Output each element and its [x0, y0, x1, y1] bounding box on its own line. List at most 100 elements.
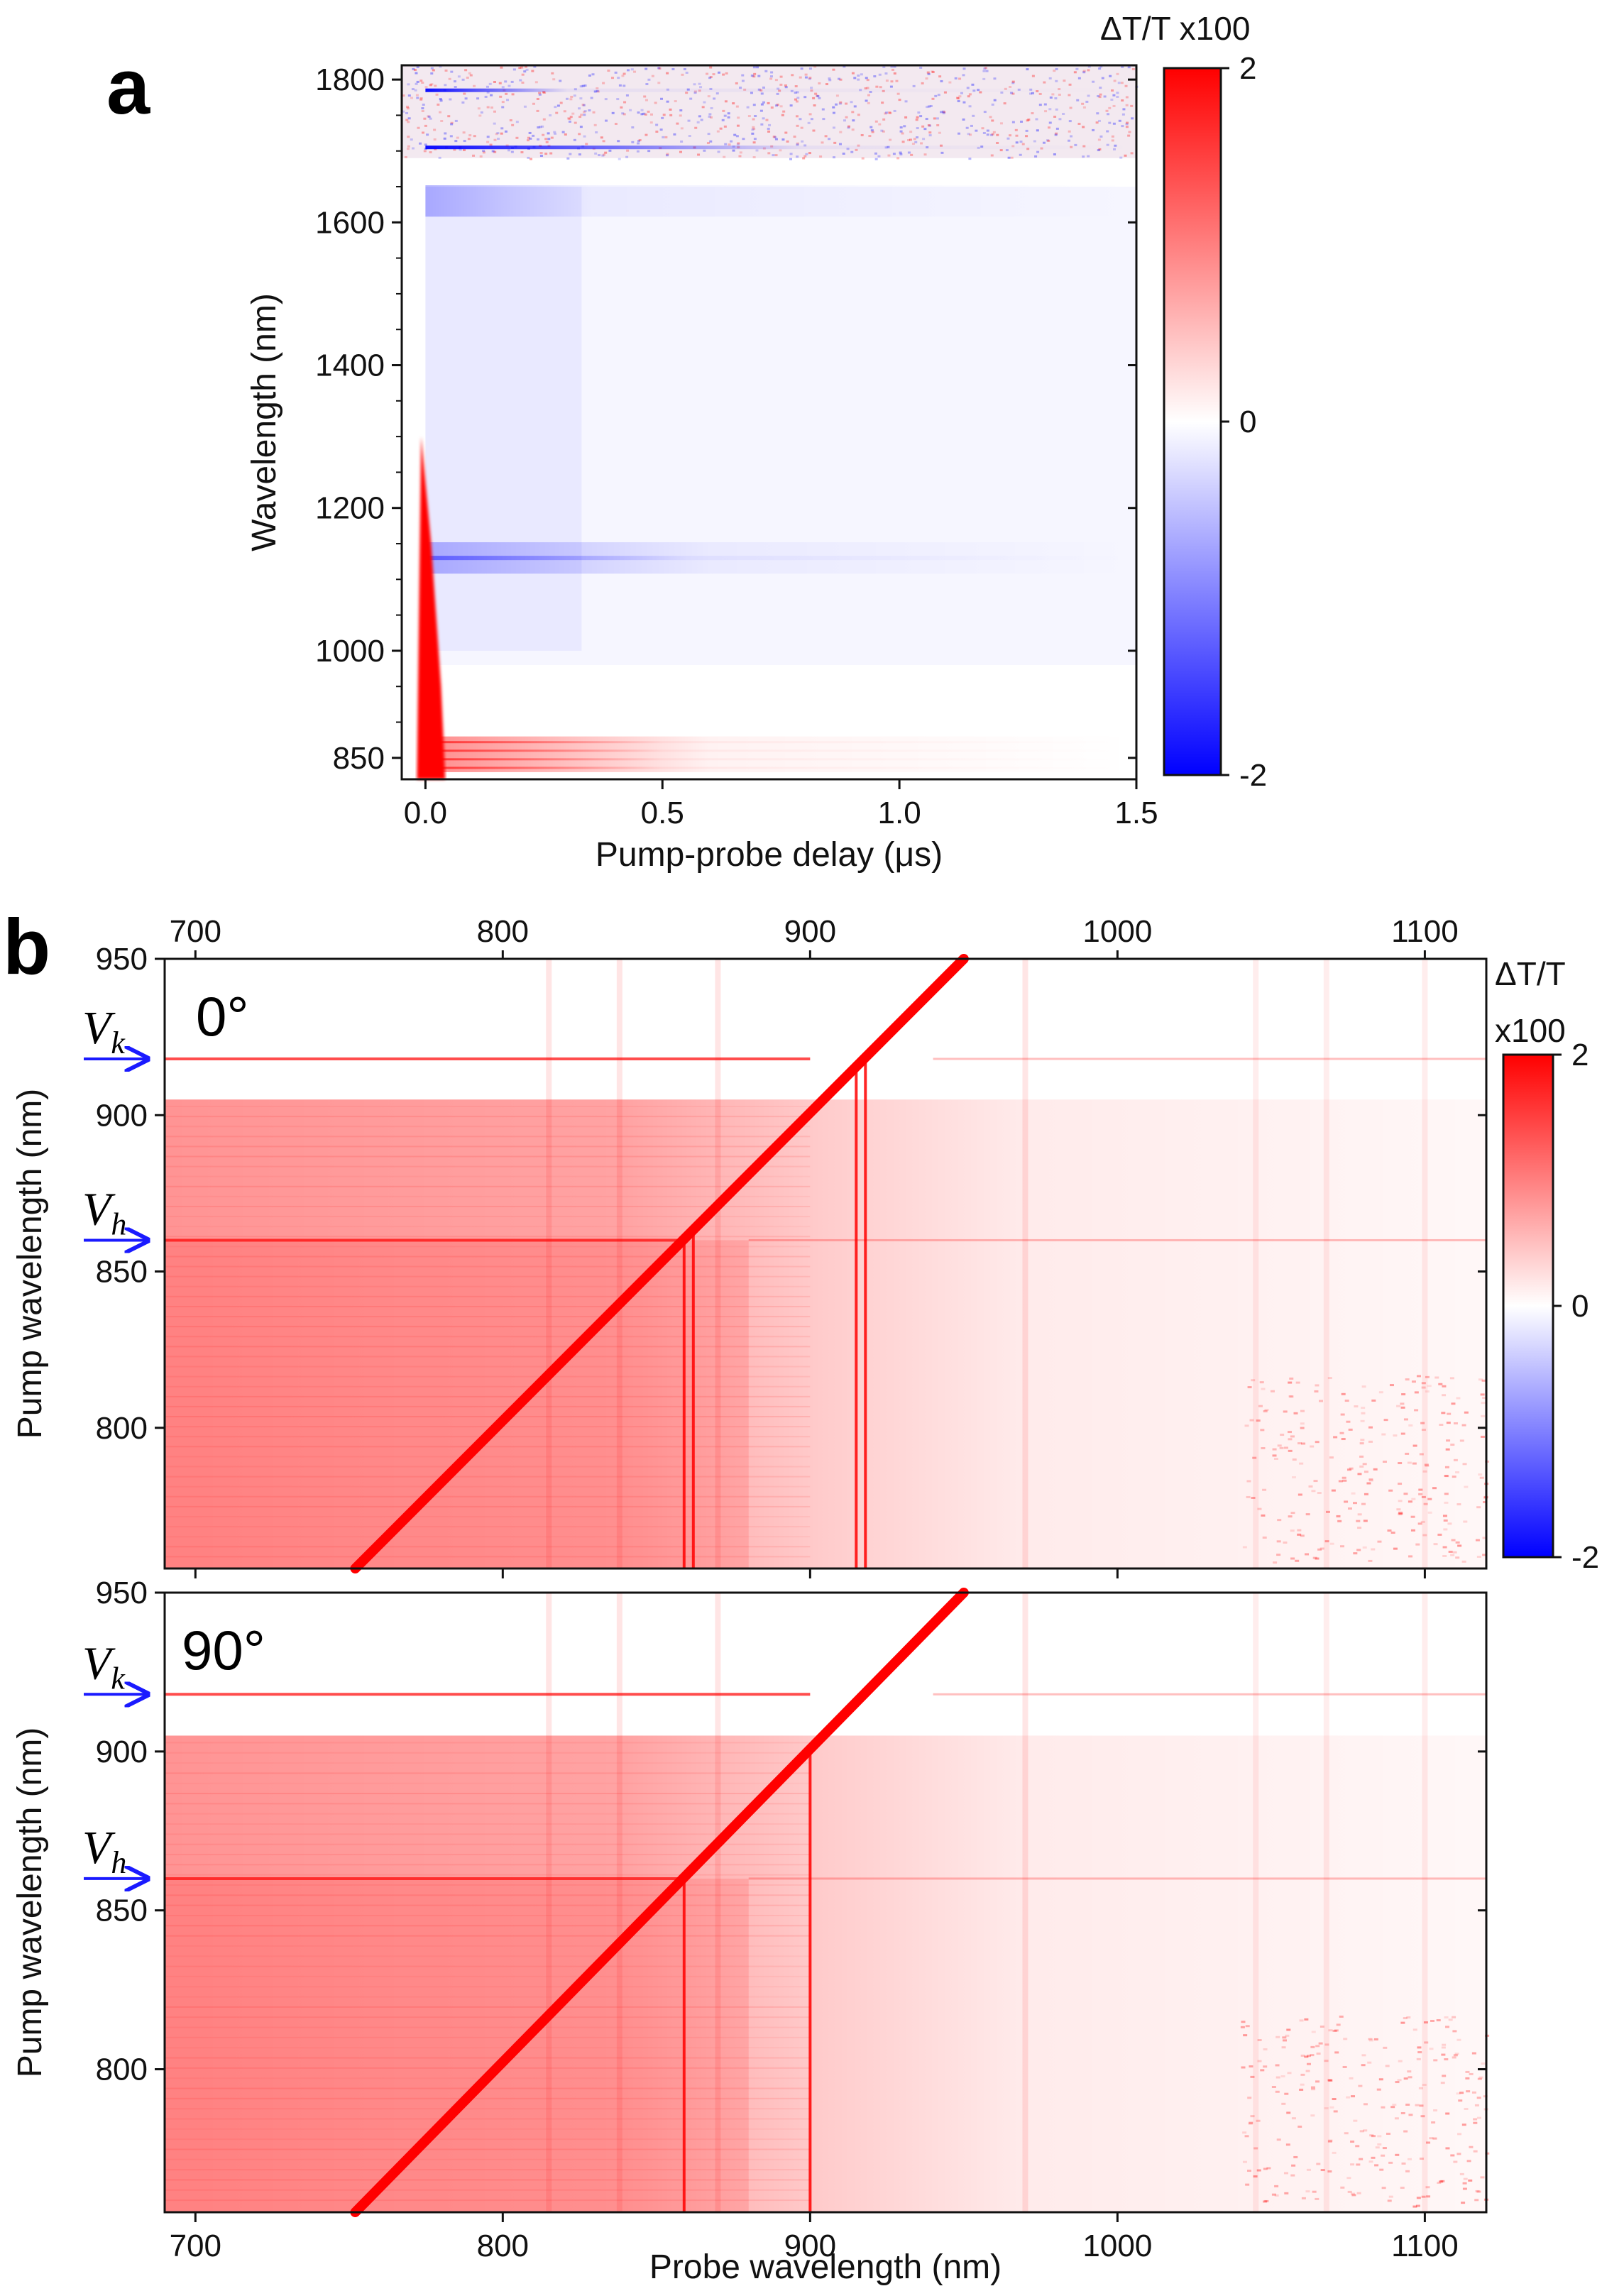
noise-speck	[1378, 1391, 1383, 1394]
noise-speck	[1411, 1380, 1416, 1383]
noise-speck	[1112, 94, 1116, 97]
noise-speck	[1438, 2180, 1443, 2183]
noise-speck	[1457, 2133, 1462, 2136]
noise-speck	[1055, 127, 1059, 130]
noise-speck	[1261, 1388, 1266, 1390]
noise-speck	[476, 97, 480, 100]
striation	[165, 2087, 811, 2089]
noise-speck	[594, 152, 598, 155]
noise-speck	[1408, 1500, 1412, 1503]
noise-speck	[760, 123, 764, 126]
noise-speck	[1481, 1414, 1486, 1417]
noise-speck	[427, 115, 430, 118]
noise-speck	[1068, 94, 1071, 97]
noise-speck	[1408, 1424, 1413, 1427]
noise-speck	[921, 125, 925, 128]
noise-speck	[1364, 1493, 1368, 1495]
noise-speck	[1288, 1438, 1293, 1441]
noise-speck	[1403, 1418, 1408, 1421]
noise-speck	[730, 140, 733, 143]
noise-speck	[1407, 2158, 1412, 2160]
noise-speck	[1481, 1379, 1486, 1382]
noise-speck	[1441, 1412, 1446, 1414]
noise-speck	[800, 67, 803, 70]
noise-speck	[812, 97, 816, 99]
noise-speck	[1440, 2082, 1445, 2084]
noise-speck	[1444, 2058, 1449, 2061]
noise-speck	[1410, 1529, 1415, 1532]
noise-speck	[896, 157, 900, 160]
noise-speck	[1285, 2143, 1290, 2146]
noise-speck	[443, 137, 446, 140]
noise-speck	[1021, 143, 1025, 145]
negative-line-1705	[425, 145, 1136, 150]
noise-speck	[1038, 92, 1042, 95]
noise-speck	[406, 107, 410, 110]
noise-speck	[1126, 121, 1129, 124]
noise-speck	[1387, 2199, 1392, 2202]
colorbar-tick-label: 2	[1571, 1038, 1589, 1072]
noise-speck	[660, 97, 664, 100]
striation	[165, 2128, 811, 2130]
noise-speck	[1473, 2118, 1478, 2121]
noise-speck	[1113, 79, 1116, 82]
noise-speck	[1427, 1498, 1432, 1500]
noise-speck	[601, 154, 605, 157]
noise-speck	[1240, 2026, 1245, 2028]
noise-speck	[1446, 1422, 1451, 1424]
noise-speck	[892, 153, 896, 155]
resonance-line	[165, 1693, 811, 1696]
plot-frame	[163, 1591, 1488, 2214]
noise-speck	[708, 115, 711, 118]
noise-speck	[1293, 2155, 1298, 2158]
noise-speck	[1121, 65, 1124, 68]
noise-speck	[554, 106, 557, 109]
noise-speck	[1414, 1409, 1419, 1412]
noise-speck	[582, 111, 586, 114]
noise-speck	[1063, 79, 1066, 82]
noise-speck	[466, 76, 469, 79]
noise-speck	[1442, 1515, 1447, 1517]
noise-speck	[683, 67, 686, 70]
noise-speck	[911, 143, 915, 145]
noise-speck	[808, 113, 812, 116]
panel-a-label: a	[106, 43, 150, 131]
noise-speck	[1412, 2205, 1417, 2208]
noise-speck	[1121, 99, 1124, 102]
noise-speck	[893, 109, 896, 112]
noise-speck	[1408, 2114, 1413, 2116]
noise-speck	[585, 143, 588, 145]
noise-speck	[1010, 156, 1014, 159]
noise-speck	[772, 154, 775, 157]
noise-speck	[671, 67, 675, 70]
noise-speck	[662, 114, 666, 116]
noise-speck	[1320, 2169, 1325, 2172]
noise-speck	[1415, 1543, 1420, 1546]
striation	[165, 1265, 811, 1268]
noise-speck	[486, 141, 490, 143]
noise-speck	[1445, 2147, 1450, 2150]
noise-speck	[1282, 2039, 1287, 2042]
striation	[165, 1935, 811, 1937]
noise-speck	[796, 142, 799, 145]
noise-speck	[753, 72, 757, 75]
noise-speck	[845, 116, 848, 119]
noise-speck	[991, 119, 994, 122]
noise-speck	[1450, 1444, 1455, 1446]
noise-speck	[767, 130, 771, 133]
noise-speck	[916, 116, 919, 119]
heatmap-background	[402, 65, 1136, 779]
noise-speck	[555, 111, 559, 114]
noise-speck	[1297, 2125, 1302, 2128]
noise-speck	[1363, 2103, 1368, 2106]
noise-speck	[1246, 1495, 1251, 1498]
noise-speck	[501, 106, 505, 109]
noise-speck	[1293, 1412, 1298, 1414]
noise-speck	[710, 107, 713, 110]
noise-speck	[1381, 2154, 1386, 2157]
noise-speck	[1379, 2168, 1384, 2171]
resonance-line-tail	[933, 1057, 1486, 1060]
noise-speck	[756, 66, 759, 69]
